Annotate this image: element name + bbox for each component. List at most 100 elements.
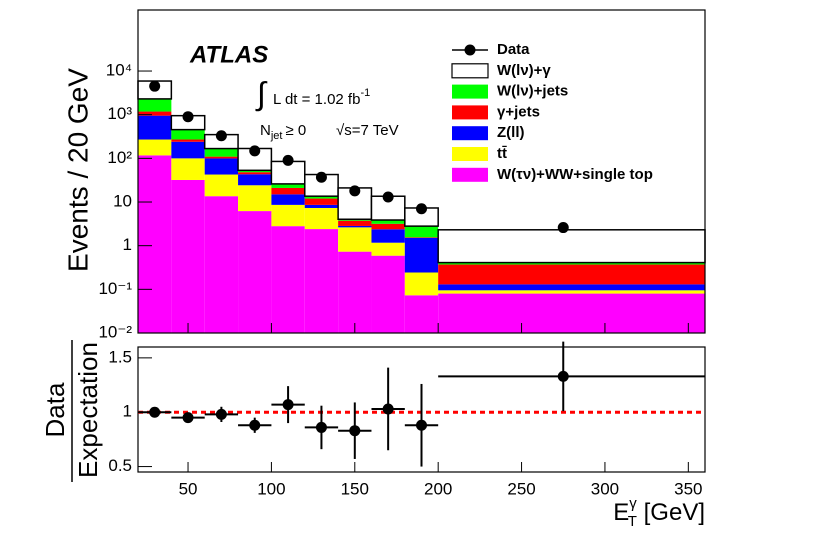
legend-label: W(τν)+WW+single top bbox=[497, 166, 653, 183]
x-axis-label: Eγ T [GeV] bbox=[613, 495, 705, 530]
stack-segment bbox=[304, 198, 339, 205]
legend-swatch bbox=[452, 167, 488, 182]
legend-swatch bbox=[452, 105, 488, 120]
stack-segment bbox=[271, 183, 305, 188]
stack-segment bbox=[204, 196, 239, 333]
ratio-point bbox=[349, 425, 361, 437]
y-axis-label: Events / 20 GeV bbox=[62, 68, 93, 272]
stack-segment bbox=[138, 139, 172, 156]
stack-segment bbox=[304, 196, 339, 199]
legend-label: Z(ll) bbox=[497, 124, 525, 141]
x-tick-label: 250 bbox=[507, 479, 535, 498]
ratio-point bbox=[215, 408, 227, 420]
stack-segment bbox=[271, 204, 305, 227]
stack-segment bbox=[438, 262, 705, 265]
x-tick-label: 300 bbox=[591, 479, 619, 498]
stack-segment bbox=[171, 129, 205, 140]
legend-label: W(lν)+γ bbox=[497, 62, 551, 79]
x-tick-label: 150 bbox=[341, 479, 369, 498]
y-tick-label: 1 bbox=[123, 402, 132, 421]
stack-segment bbox=[371, 223, 405, 230]
y-tick-label: 10⁻² bbox=[98, 322, 132, 341]
legend-label: Data bbox=[497, 41, 530, 58]
stack-segment bbox=[238, 170, 272, 173]
x-label-sup: γ bbox=[629, 495, 637, 512]
stack-segment bbox=[371, 229, 405, 243]
legend-label: tt̄ bbox=[497, 145, 507, 162]
y-tick-label: 10⁴ bbox=[106, 61, 132, 80]
ratio-frame bbox=[137, 346, 706, 473]
stack-segment bbox=[138, 98, 172, 112]
stack-segment bbox=[238, 211, 272, 333]
ratio-label-bottom: Expectation bbox=[73, 342, 103, 478]
stack-segment bbox=[138, 115, 172, 140]
x-tick-label: 350 bbox=[674, 479, 702, 498]
stack-segment bbox=[138, 111, 172, 116]
data-point bbox=[349, 185, 361, 197]
legend-swatch bbox=[452, 84, 488, 99]
legend-swatch bbox=[451, 63, 489, 79]
stack-segment bbox=[171, 139, 205, 142]
stack-segment bbox=[238, 185, 272, 212]
legend-marker bbox=[464, 44, 476, 56]
stack-segment bbox=[171, 179, 205, 333]
y-tick-label: 1.5 bbox=[108, 347, 132, 366]
data-point bbox=[149, 80, 161, 92]
ratio-point bbox=[282, 399, 294, 411]
x-tick-label: 200 bbox=[424, 479, 452, 498]
x-label-unit: [GeV] bbox=[637, 499, 705, 526]
stack-segment bbox=[404, 237, 439, 273]
njet-condition: Njet ≥ 0 bbox=[260, 122, 306, 142]
stack-segment bbox=[404, 237, 439, 238]
y-tick-label: 10⁻¹ bbox=[98, 279, 132, 298]
luminosity: L dt = 1.02 fb-1 bbox=[273, 87, 370, 108]
stack-segment bbox=[371, 255, 405, 333]
stack-segment bbox=[271, 226, 305, 333]
y-tick-label: 10³ bbox=[107, 104, 132, 123]
luminosity-sup: -1 bbox=[360, 87, 370, 99]
legend-label: γ+jets bbox=[497, 103, 540, 120]
stack-segment bbox=[438, 290, 705, 294]
stack-segment bbox=[204, 158, 239, 175]
stack-segment bbox=[404, 295, 439, 333]
ratio-point bbox=[182, 412, 194, 424]
ratio-point bbox=[249, 419, 261, 431]
ratio-point bbox=[315, 421, 327, 433]
njet-cond: ≥ 0 bbox=[285, 122, 306, 139]
stack-segment bbox=[138, 155, 172, 333]
stack-segment bbox=[238, 172, 272, 175]
stack-segment bbox=[437, 229, 706, 264]
stack-segment bbox=[304, 207, 339, 230]
data-point bbox=[249, 145, 261, 157]
ratio-point bbox=[382, 403, 394, 415]
ratio-point bbox=[149, 406, 161, 418]
ratio-label-top: Data bbox=[40, 382, 70, 437]
stack-segment bbox=[438, 293, 705, 333]
njet-sub: jet bbox=[270, 130, 283, 142]
ratio-point bbox=[557, 370, 569, 382]
y-tick-label: 0.5 bbox=[108, 456, 132, 475]
stack-segment bbox=[271, 187, 305, 195]
stack-segment bbox=[338, 251, 372, 333]
stack-segment bbox=[271, 194, 305, 205]
njet-n: N bbox=[260, 122, 271, 139]
legend-label: W(lν)+jets bbox=[497, 83, 568, 100]
stack-segment bbox=[371, 220, 405, 224]
stack-segment bbox=[338, 227, 372, 252]
legend-swatch bbox=[452, 147, 488, 161]
stack-segment bbox=[338, 225, 372, 228]
stack-segment bbox=[338, 220, 372, 226]
legend-swatch bbox=[452, 126, 488, 141]
stack-segment bbox=[438, 284, 705, 291]
data-point bbox=[282, 154, 294, 166]
stack-segment bbox=[171, 141, 205, 159]
x-label-base: E bbox=[613, 499, 629, 526]
data-point bbox=[557, 222, 569, 234]
stack-segment bbox=[238, 174, 272, 186]
ratio-point bbox=[416, 419, 427, 431]
stack-segment bbox=[171, 158, 205, 180]
y-tick-label: 1 bbox=[123, 235, 132, 254]
atlas-label: ATLAS bbox=[189, 41, 268, 68]
data-point bbox=[315, 171, 327, 183]
